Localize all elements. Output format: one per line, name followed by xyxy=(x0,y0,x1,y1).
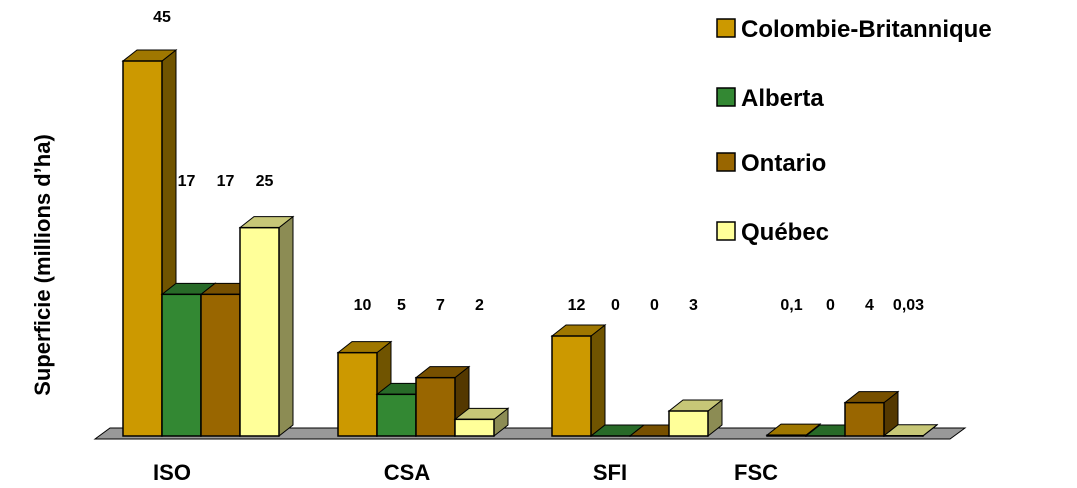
bar-csa-ontario xyxy=(415,376,456,437)
data-label-iso-0: 45 xyxy=(153,9,171,26)
data-label-fsc-1: 0 xyxy=(826,297,835,314)
legend-swatch-1 xyxy=(716,87,736,107)
data-label-sfi-1: 0 xyxy=(611,297,620,314)
y-axis-label: Superficie (millions d’ha) xyxy=(30,134,55,396)
bar-sfi-qu-bec xyxy=(668,410,709,437)
bar-fsc-ontario xyxy=(844,401,885,437)
bar-csa-colombie-britannique xyxy=(337,351,378,437)
legend-swatch-2 xyxy=(716,152,736,172)
bar-iso-colombie-britannique xyxy=(122,60,163,437)
chart-floor-plane xyxy=(93,427,967,440)
category-label-csa: CSA xyxy=(384,460,431,485)
data-label-fsc-2: 4 xyxy=(865,297,874,314)
data-label-iso-2: 17 xyxy=(217,173,235,190)
legend-swatch-0 xyxy=(716,18,736,38)
bar-fsc-colombie-britannique xyxy=(766,434,807,437)
data-labels-layer: 45 17 17 25 10 5 7 2 12 0 0 3 0,1 0 4 0,03 xyxy=(153,9,924,314)
legend-label-2: Ontario xyxy=(741,150,826,177)
data-label-csa-2: 7 xyxy=(436,297,445,314)
bar-csa-qu-bec xyxy=(454,418,495,437)
category-label-fsc: FSC xyxy=(734,460,778,485)
legend-swatch-3 xyxy=(716,221,736,241)
legend-label-3: Québec xyxy=(741,219,829,246)
legend-label-1: Alberta xyxy=(741,85,824,112)
chart-floor xyxy=(93,427,967,440)
bar-side-iso-3 xyxy=(278,215,294,438)
category-label-sfi: SFI xyxy=(593,460,627,485)
legend-label-0: Colombie-Britannique xyxy=(741,16,992,43)
bar-side-sfi-0 xyxy=(590,323,606,438)
bar-sfi-colombie-britannique xyxy=(551,335,592,437)
data-label-csa-3: 2 xyxy=(475,297,484,314)
bar-iso-qu-bec xyxy=(239,226,280,437)
data-label-fsc-3: 0,03 xyxy=(893,297,924,314)
category-label-iso: ISO xyxy=(153,460,191,485)
bar-iso-ontario xyxy=(200,293,241,437)
data-label-iso-1: 17 xyxy=(178,173,196,190)
category-labels-layer: ISO CSA SFI FSC xyxy=(153,460,778,485)
data-label-csa-1: 5 xyxy=(397,297,406,314)
data-label-sfi-0: 12 xyxy=(568,297,586,314)
legend: Colombie-Britannique Alberta Ontario Québec xyxy=(716,16,992,246)
bar-csa-alberta xyxy=(376,393,417,437)
data-label-iso-3: 25 xyxy=(256,173,274,190)
data-label-sfi-3: 3 xyxy=(689,297,698,314)
data-label-fsc-0: 0,1 xyxy=(780,297,802,314)
bar-iso-alberta xyxy=(161,293,202,437)
data-label-csa-0: 10 xyxy=(354,297,372,314)
bars-layer xyxy=(121,48,939,438)
data-label-sfi-2: 0 xyxy=(650,297,659,314)
